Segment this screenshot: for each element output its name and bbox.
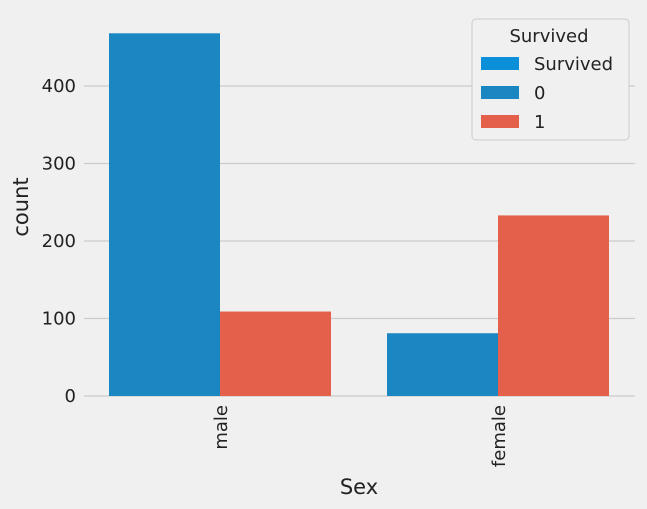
- y-tick-label: 300: [42, 154, 76, 175]
- bars: [109, 33, 609, 397]
- legend-swatch: [481, 86, 519, 99]
- legend-swatch: [481, 115, 519, 128]
- legend-label: 0: [534, 83, 545, 104]
- legend-entries: Survived 0 1: [481, 54, 613, 133]
- x-axis-label: Sex: [340, 475, 378, 499]
- legend-box: [471, 18, 630, 141]
- y-tick-label: 400: [42, 76, 76, 97]
- legend-swatch: [481, 57, 519, 70]
- y-tick-label: 0: [65, 386, 76, 407]
- x-tick-label: female: [489, 405, 510, 467]
- x-axis-ticks: male female: [211, 405, 510, 467]
- y-axis-label: count: [9, 177, 33, 236]
- x-tick-label: male: [211, 405, 232, 450]
- bar-female-0: [387, 333, 498, 396]
- legend-title: Survived: [509, 26, 588, 47]
- legend: Survived Survived 0 1: [471, 18, 630, 141]
- legend-label: 1: [534, 112, 545, 133]
- y-axis-ticks: 0 100 200 300 400: [42, 76, 76, 407]
- bar-male-1: [220, 311, 331, 396]
- bar-female-1: [498, 215, 609, 396]
- y-tick-label: 100: [42, 309, 76, 330]
- bar-male-0: [109, 33, 220, 397]
- legend-label: Survived: [534, 54, 613, 75]
- y-tick-label: 200: [42, 231, 76, 252]
